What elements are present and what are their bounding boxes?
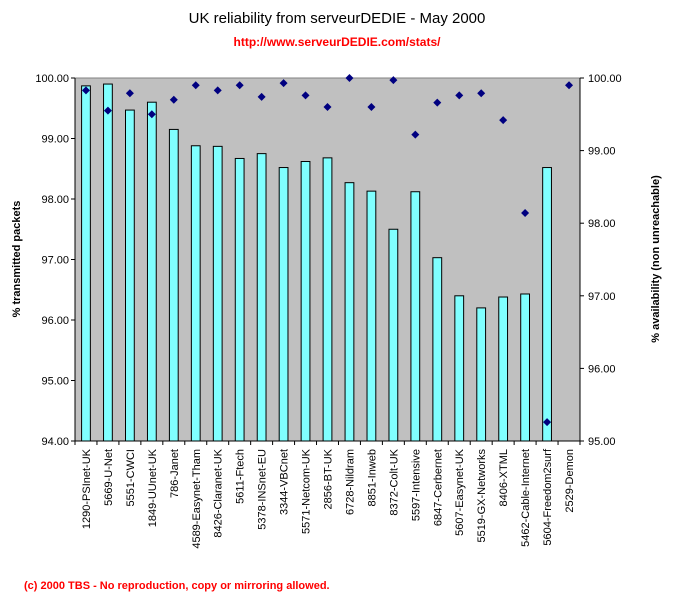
bar-2856-BT-UK bbox=[322, 157, 333, 442]
bar-5571-Netcom-UK bbox=[300, 160, 311, 442]
x-category-label: 5597-Intensive bbox=[410, 449, 422, 521]
x-category-label: 5571-Netcom-UK bbox=[301, 448, 313, 534]
availability-marker-8426-Claranet-UK bbox=[213, 86, 222, 95]
x-category-label: 1290-PSInet-UK bbox=[81, 448, 93, 529]
bar-5669-U-Net bbox=[103, 83, 113, 442]
availability-marker-4589-Easynet-Tham bbox=[191, 81, 200, 90]
availability-marker-5604-Freedom2surf bbox=[543, 418, 552, 427]
copyright-notice: (c) 2000 TBS - No reproduction, copy or … bbox=[24, 580, 330, 592]
availability-marker-5611-Ftech bbox=[235, 81, 244, 90]
availability-marker-5607-Easynet-UK bbox=[455, 91, 464, 100]
x-category-label: 8406-XTML bbox=[498, 449, 510, 506]
bar-5597-Intensive bbox=[410, 191, 421, 442]
x-category-label: 1849-UUnet-UK bbox=[147, 448, 159, 527]
availability-marker-5519-GX-Networks bbox=[477, 89, 486, 98]
bar-5378-INSnet-EU bbox=[256, 153, 267, 442]
left-y-axis: 94.00 95.00 96.00 97.00 98.00 99.00 100.00 bbox=[35, 73, 76, 448]
bar-3344-VBCnet bbox=[278, 167, 289, 442]
bar-1290-PSInet-UK bbox=[81, 85, 91, 442]
x-category-label: 8372-Colt-UK bbox=[388, 448, 400, 515]
x-category-label: 6728-Nildram bbox=[344, 449, 356, 515]
x-category-label: 8851-Inweb bbox=[366, 449, 378, 507]
left-tick-label: 96.00 bbox=[41, 315, 69, 327]
bar-8372-Colt-UK bbox=[388, 228, 399, 442]
availability-marker-series bbox=[81, 74, 574, 427]
availability-marker-2856-BT-UK bbox=[323, 103, 332, 112]
bar-6847-Cerbernet bbox=[432, 257, 443, 442]
availability-marker-5462-Cable-Internet bbox=[521, 209, 530, 218]
left-tick-label: 98.00 bbox=[41, 194, 69, 206]
left-tick-label: 97.00 bbox=[41, 255, 69, 267]
bar-5462-Cable-Internet bbox=[520, 293, 530, 442]
availability-marker-6728-Nildram bbox=[345, 74, 354, 82]
bar-8426-Claranet-UK bbox=[212, 145, 223, 442]
x-category-label: 5611-Ftech bbox=[235, 449, 247, 504]
right-tick-label: 96.00 bbox=[588, 363, 616, 375]
x-axis: 1290-PSInet-UK 5669-U-Net 5551-CWCI 1849-UU… bbox=[74, 440, 581, 549]
x-category-label: 5607-Easynet-UK bbox=[454, 448, 466, 535]
availability-marker-8372-Colt-UK bbox=[389, 76, 398, 85]
availability-marker-5551-CWCI bbox=[125, 89, 134, 98]
x-category-label: 8426-Claranet-UK bbox=[213, 448, 225, 537]
x-category-label: 5604-Freedom2surf bbox=[542, 448, 554, 546]
bar-5519-GX-Networks bbox=[476, 307, 487, 442]
availability-marker-1290-PSInet-UK bbox=[81, 86, 90, 95]
bar-5551-CWCI bbox=[125, 109, 135, 442]
chart-title: UK reliability from serveurDEDIE - May 2… bbox=[188, 10, 486, 27]
right-y-axis: 95.00 96.00 97.00 98.00 99.00 100.00 bbox=[579, 73, 622, 448]
bar-6728-Nildram bbox=[344, 182, 355, 442]
x-category-label: 5519-GX-Networks bbox=[476, 449, 488, 543]
left-tick-label: 94.00 bbox=[41, 436, 69, 448]
x-category-label: 5378-INSnet-EU bbox=[257, 449, 269, 530]
bar-5611-Ftech bbox=[234, 157, 245, 442]
x-category-label: 2529-Demon bbox=[564, 449, 576, 513]
x-category-label: 2856-BT-UK bbox=[323, 448, 335, 509]
x-category-label: 5462-Cable-Internet bbox=[520, 449, 532, 547]
left-tick-label: 99.00 bbox=[41, 134, 69, 146]
bar-4589-Easynet-Tham bbox=[190, 145, 201, 442]
right-tick-label: 95.00 bbox=[588, 436, 616, 448]
right-tick-label: 99.00 bbox=[588, 146, 616, 158]
availability-marker-1849-UUnet-UK bbox=[147, 110, 156, 119]
left-tick-label: 100.00 bbox=[35, 73, 69, 85]
availability-marker-8406-XTML bbox=[499, 116, 508, 125]
x-category-label: 4589-Easynet-Tham bbox=[191, 449, 203, 549]
left-axis-title: % transmitted packets bbox=[11, 201, 23, 318]
availability-marker-6847-Cerbernet bbox=[433, 98, 442, 107]
right-axis-title: % availability (non unreachable) bbox=[650, 175, 662, 343]
x-category-label: 6847-Cerbernet bbox=[432, 449, 444, 526]
chart-subtitle-url[interactable]: http://www.serveurDEDIE.com/stats/ bbox=[233, 35, 441, 49]
availability-marker-786-Janet bbox=[169, 95, 178, 104]
availability-marker-2529-Demon bbox=[565, 81, 574, 90]
availability-marker-8851-Inweb bbox=[367, 103, 376, 112]
availability-marker-5669-U-Net bbox=[103, 106, 112, 115]
x-category-label: 786-Janet bbox=[169, 449, 181, 498]
availability-marker-5378-INSnet-EU bbox=[257, 92, 266, 101]
x-category-label: 5669-U-Net bbox=[103, 449, 115, 506]
bar-8406-XTML bbox=[498, 296, 509, 442]
availability-marker-5597-Intensive bbox=[411, 130, 420, 139]
x-category-label: 5551-CWCI bbox=[125, 449, 137, 506]
bar-5607-Easynet-UK bbox=[454, 295, 465, 442]
right-tick-label: 97.00 bbox=[588, 291, 616, 303]
bar-786-Janet bbox=[168, 128, 179, 442]
right-tick-label: 98.00 bbox=[588, 218, 616, 230]
left-tick-label: 95.00 bbox=[41, 376, 69, 388]
bar-1849-UUnet-UK bbox=[146, 101, 157, 442]
availability-marker-3344-VBCnet bbox=[279, 79, 288, 88]
bar-5604-Freedom2surf bbox=[542, 167, 552, 442]
bar-8851-Inweb bbox=[366, 190, 377, 442]
availability-marker-5571-Netcom-UK bbox=[301, 91, 310, 100]
right-tick-label: 100.00 bbox=[588, 73, 622, 85]
x-category-label: 3344-VBCnet bbox=[279, 449, 291, 515]
